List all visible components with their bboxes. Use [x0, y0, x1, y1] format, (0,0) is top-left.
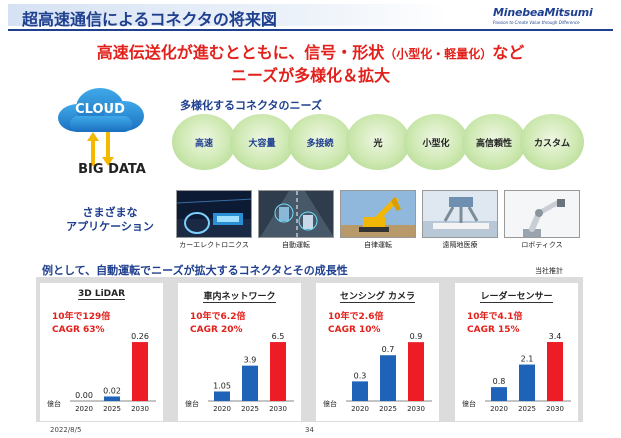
bar — [214, 391, 230, 401]
bar — [132, 342, 148, 401]
photo-caption: 自動運転 — [282, 241, 310, 249]
data-label: 3.9 — [244, 356, 257, 365]
tick-label: 2025 — [379, 405, 397, 413]
arrow-down-icon — [102, 132, 114, 166]
footer-date: 2022/8/5 — [50, 426, 82, 434]
bar — [104, 396, 120, 401]
logo-text: MinebeaMitsumi — [493, 6, 593, 19]
unit-label: 億台 — [323, 400, 337, 408]
page-title: 超高速通信によるコネクタの将来図 — [22, 10, 277, 29]
cloud-icon: CLOUD — [50, 86, 150, 136]
unit-label: 億台 — [185, 400, 199, 408]
photo-caption: 遠隔地医療 — [442, 241, 478, 249]
tick-label: 2030 — [131, 405, 149, 413]
header-divider — [8, 29, 613, 31]
bar — [352, 381, 368, 401]
need-item: 大容量 — [230, 114, 294, 170]
cagr-label: CAGR 15% — [467, 325, 520, 335]
need-item: 多接続 — [288, 114, 352, 170]
tick-label: 2025 — [518, 405, 536, 413]
bar — [519, 364, 535, 401]
bar-chart: 0.00 2020 0.02 2025 0.26 2030 — [70, 332, 156, 413]
chart-title: 3D LiDAR — [77, 289, 126, 300]
data-label: 6.5 — [272, 332, 285, 341]
need-item: 高信頼性 — [462, 114, 526, 170]
arrow-up-icon — [87, 132, 99, 166]
photo-caption: カーエレクトロニクス — [179, 241, 249, 249]
estimate-note: 当社推計 — [535, 267, 563, 275]
cagr-label: CAGR 63% — [52, 325, 105, 335]
page-number: 34 — [305, 426, 314, 434]
data-label: 0.00 — [75, 391, 93, 400]
growth-panel: 3D LiDAR 10年で129倍 CAGR 63% 0.00 2020 0.02 2025… — [40, 283, 163, 421]
tick-label: 2025 — [103, 405, 121, 413]
bar — [547, 342, 563, 401]
photo-autonomous-driving — [258, 190, 334, 238]
bar — [491, 387, 507, 401]
tick-label: 2020 — [351, 405, 369, 413]
photo-robotics — [504, 190, 580, 238]
photo-caption: ロボティクス — [521, 241, 563, 249]
data-label: 0.9 — [410, 332, 423, 341]
needs-title: 多様化するコネクタのニーズ — [180, 99, 323, 112]
chart-title: センシング カメラ — [339, 292, 416, 303]
logo-tagline: Passion to Create Value through Differen… — [493, 20, 580, 25]
data-label: 1.05 — [213, 381, 231, 390]
bar-chart: 1.05 2020 3.9 2025 6.5 2030 — [208, 332, 294, 413]
bar — [380, 355, 396, 401]
photo-remote-medicine — [422, 190, 498, 238]
need-item: 光 — [346, 114, 410, 170]
bar-chart: 0.8 2020 2.1 2025 3.4 2030 — [485, 332, 571, 413]
data-label: 2.1 — [521, 355, 534, 364]
chart-title: レーダーセンサー — [480, 292, 553, 303]
cloud-label: CLOUD — [75, 102, 125, 117]
growth-panel: センシング カメラ 10年で2.6倍 CAGR 10% 0.3 2020 0.7 2025 0… — [316, 283, 439, 421]
company-logo: MinebeaMitsumi Passion to Create Value t… — [493, 6, 615, 25]
tick-label: 2020 — [75, 405, 93, 413]
tick-label: 2020 — [213, 405, 231, 413]
headline: 高速伝送化が進むとともに、信号・形状（小型化・軽量化）など ニーズが多様化＆拡大 — [0, 42, 621, 87]
tick-label: 2030 — [546, 405, 564, 413]
data-label: 0.3 — [354, 371, 367, 380]
unit-label: 億台 — [462, 400, 476, 408]
growth-multiple: 10年で6.2倍 — [190, 312, 246, 322]
tick-label: 2020 — [490, 405, 508, 413]
photo-autonomous-operation — [340, 190, 416, 238]
data-label: 0.7 — [382, 345, 395, 354]
photo-caption: 自律運転 — [364, 241, 392, 249]
applications-label: さまざまな アプリケーション — [66, 206, 154, 233]
cagr-label: CAGR 10% — [328, 325, 381, 335]
tick-label: 2030 — [407, 405, 425, 413]
tick-label: 2025 — [241, 405, 259, 413]
need-item: 高速 — [172, 114, 236, 170]
slide-header: 超高速通信によるコネクタの将来図 MinebeaMitsumi Passion … — [0, 0, 621, 34]
needs-row: 高速 大容量 多接続光小型化 高信頼性 カスタム — [172, 114, 584, 172]
data-label: 0.02 — [103, 386, 121, 395]
growth-multiple: 10年で2.6倍 — [328, 312, 384, 322]
cagr-label: CAGR 20% — [190, 325, 243, 335]
photo-car-electronics — [176, 190, 252, 238]
need-item: カスタム — [520, 114, 584, 170]
bar — [270, 342, 286, 401]
growth-title: 例として、自動運転でニーズが拡大するコネクタとその成長性 — [42, 264, 348, 277]
headline-line-1: 高速伝送化が進むとともに、信号・形状（小型化・軽量化）など — [96, 43, 525, 62]
bar — [408, 342, 424, 401]
title-band — [8, 4, 448, 26]
tick-label: 2030 — [269, 405, 287, 413]
chart-title: 車内ネットワーク — [203, 292, 276, 303]
data-label: 3.4 — [549, 332, 562, 341]
growth-panel: 車内ネットワーク 10年で6.2倍 CAGR 20% 1.05 2020 3.9 2025 6… — [178, 283, 301, 421]
bar — [242, 365, 258, 401]
growth-panel: レーダーセンサー 10年で4.1倍 CAGR 15% 0.8 2020 2.1 2025 3.… — [455, 283, 578, 421]
growth-multiple: 10年で4.1倍 — [467, 312, 523, 322]
unit-label: 億台 — [47, 400, 61, 408]
bar-chart: 0.3 2020 0.7 2025 0.9 2030 — [346, 332, 432, 413]
big-data-label: BIG DATA — [78, 162, 146, 177]
data-label: 0.8 — [493, 377, 506, 386]
need-item: 小型化 — [404, 114, 468, 170]
headline-line-2: ニーズが多様化＆拡大 — [230, 66, 391, 85]
growth-multiple: 10年で129倍 — [52, 312, 111, 322]
data-label: 0.26 — [131, 332, 149, 341]
